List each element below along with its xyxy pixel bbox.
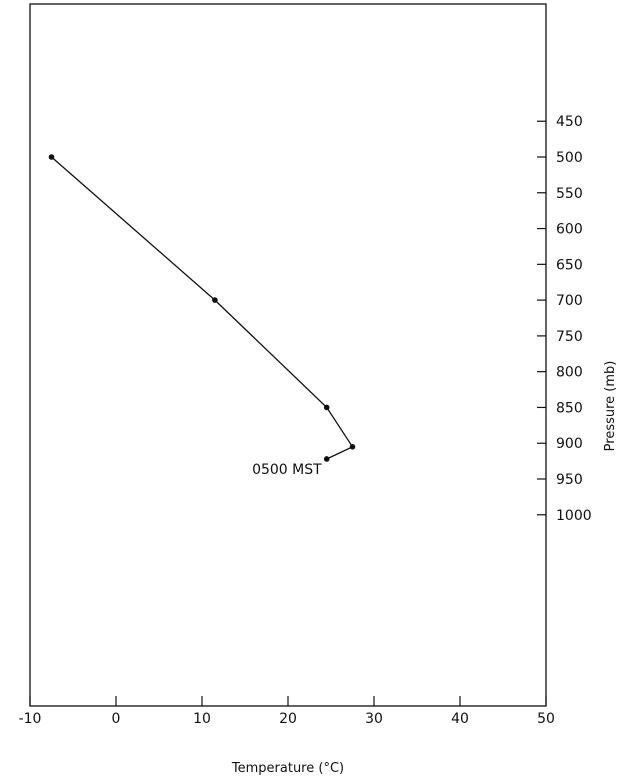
x-tick-label: 20 xyxy=(279,711,297,727)
y-tick-label: 750 xyxy=(556,329,583,345)
y-axis-ticks: 450 500 550 600 650 700 750 800 850 900 950 1000 xyxy=(537,114,592,524)
x-tick-label: 40 xyxy=(451,711,469,727)
plot-frame xyxy=(29,3,547,707)
y-tick-label: 850 xyxy=(556,400,583,416)
data-point xyxy=(349,444,356,450)
data-point xyxy=(323,404,330,411)
y-tick-label: 550 xyxy=(556,186,583,202)
y-tick-label: 650 xyxy=(556,257,583,273)
data-point xyxy=(323,456,330,462)
series-layer: 0500 MST xyxy=(48,154,356,478)
series-line xyxy=(51,156,354,460)
y-tick-label: 700 xyxy=(556,293,583,309)
y-tick-label: 800 xyxy=(556,365,583,381)
x-tick-label: 30 xyxy=(365,711,383,727)
x-tick-label: 10 xyxy=(193,711,211,727)
data-point xyxy=(212,297,218,303)
y-tick-label: 500 xyxy=(556,150,583,166)
x-axis-title: Temperature (°C) xyxy=(231,761,344,776)
x-tick-label: 50 xyxy=(537,711,555,727)
y-tick-label: 600 xyxy=(556,222,583,238)
x-tick-label: -10 xyxy=(19,711,42,727)
y-tick-label: 450 xyxy=(556,114,583,130)
y-axis-title: Pressure (mb) xyxy=(603,361,618,452)
y-tick-label: 950 xyxy=(556,472,583,488)
x-tick-label: 0 xyxy=(112,711,121,727)
annotation-label: 0500 MST xyxy=(252,462,322,478)
y-tick-label: 900 xyxy=(556,436,583,452)
y-tick-label: 1000 xyxy=(556,508,592,524)
data-point xyxy=(48,154,55,160)
x-axis-ticks: -10 0 10 20 30 40 50 xyxy=(19,696,555,727)
